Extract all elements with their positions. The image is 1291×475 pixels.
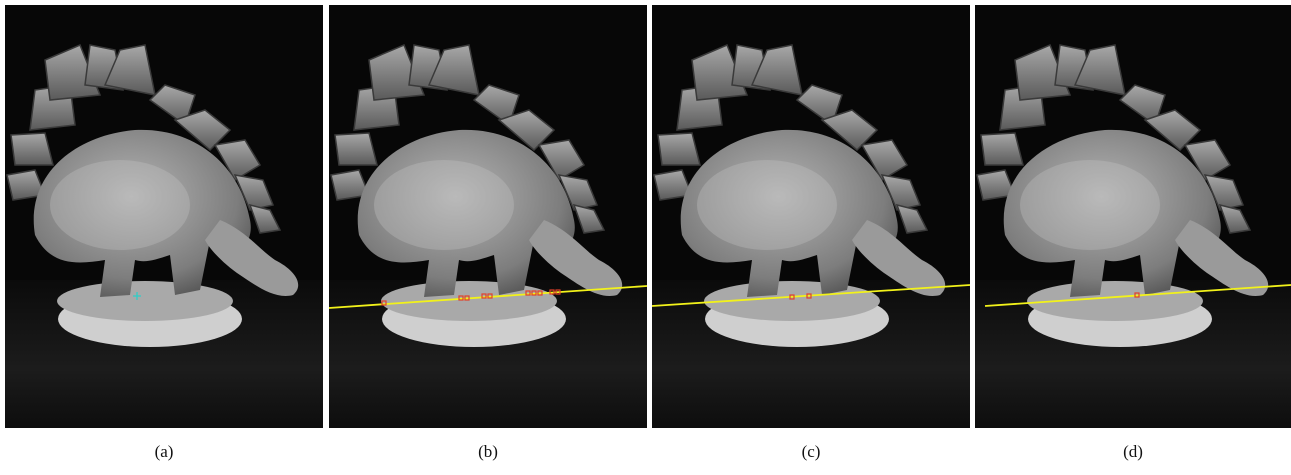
page: (a) (b) (c) (d) (() => { const data = JS…	[0, 0, 1291, 470]
panel-label: (c)	[802, 442, 821, 461]
panel-label: (b)	[478, 442, 498, 461]
panel-label: (d)	[1123, 442, 1143, 461]
photo-d	[975, 5, 1291, 428]
panel-label: (a)	[155, 442, 174, 461]
photo-b	[329, 5, 647, 428]
photo-c	[652, 5, 970, 428]
figure: (a) (b) (c) (d)	[0, 0, 1291, 470]
photo-a	[5, 5, 323, 428]
